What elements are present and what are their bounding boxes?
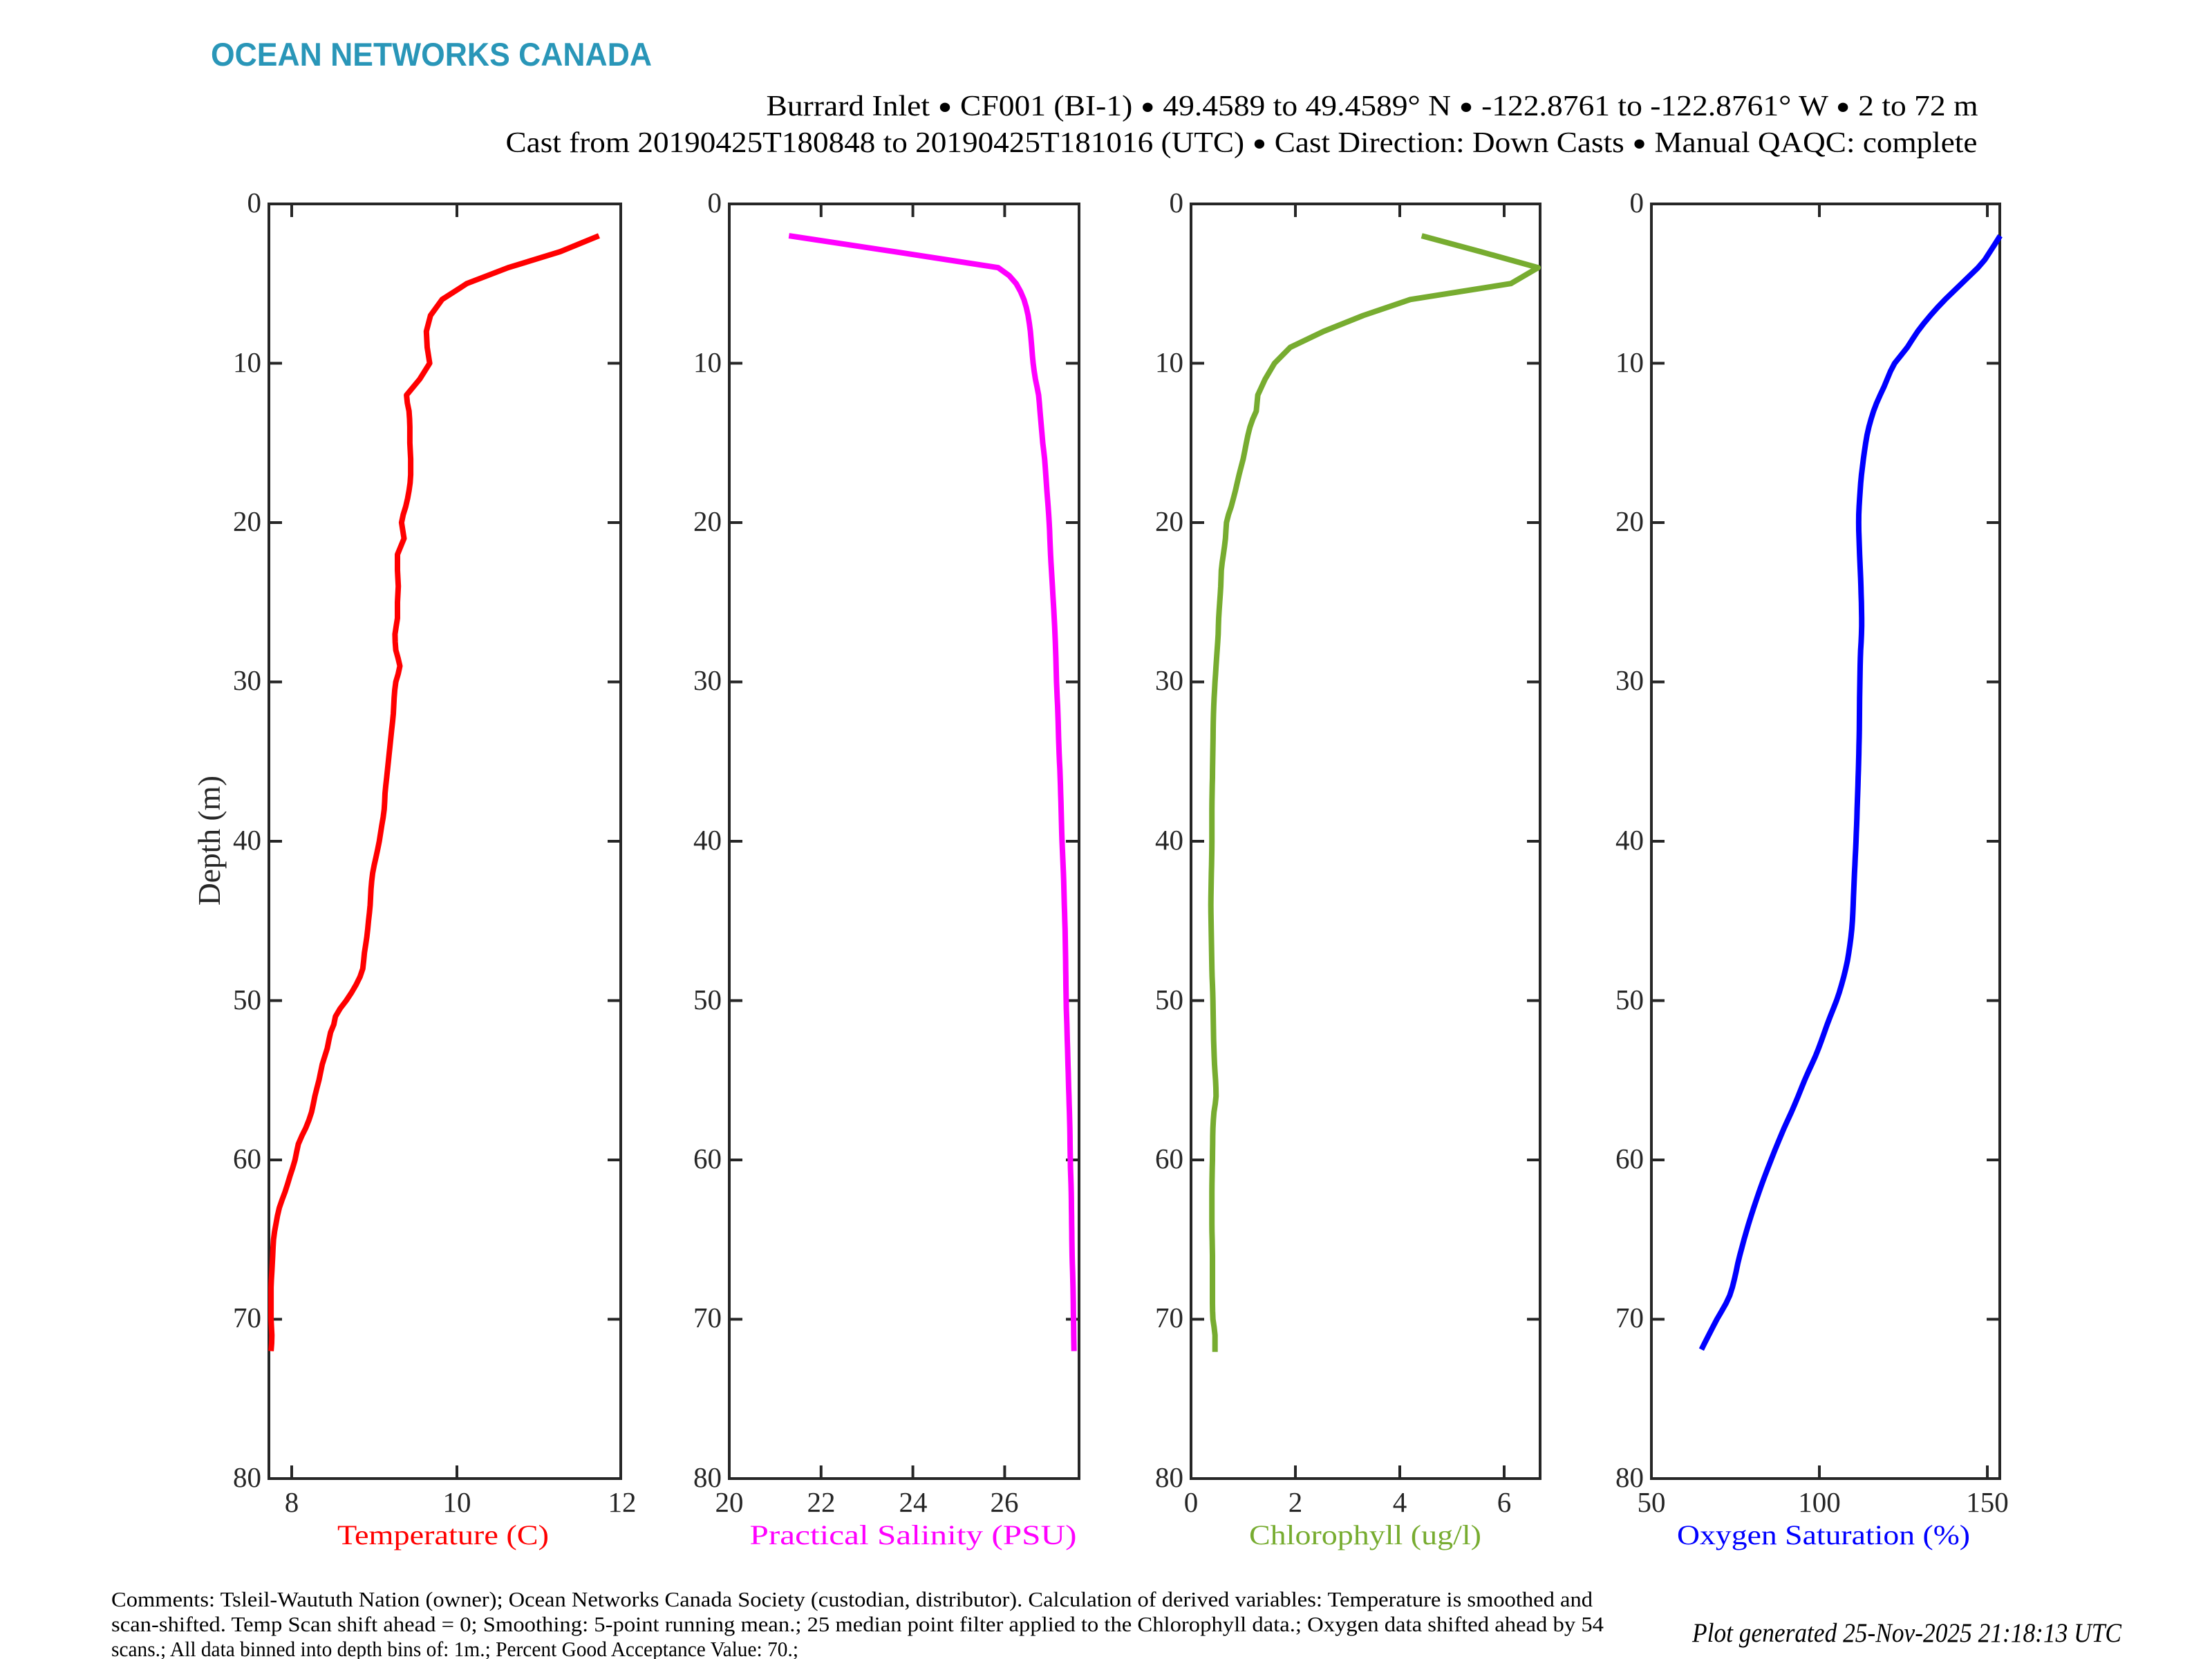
- svg-text:Cast from 20190425T180848 to 2: Cast from 20190425T180848 to 20190425T18…: [506, 123, 1978, 166]
- svg-text:22: 22: [807, 1486, 836, 1518]
- svg-text:60: 60: [1155, 1143, 1183, 1174]
- svg-text:10: 10: [1155, 346, 1183, 378]
- svg-text:30: 30: [1615, 664, 1644, 696]
- svg-text:20: 20: [693, 505, 722, 537]
- svg-text:50: 50: [693, 984, 722, 1015]
- svg-text:50: 50: [233, 984, 261, 1015]
- svg-text:8: 8: [285, 1486, 299, 1518]
- svg-text:80: 80: [1155, 1461, 1183, 1493]
- svg-text:30: 30: [693, 664, 722, 696]
- svg-text:40: 40: [693, 824, 722, 856]
- svg-text:0: 0: [1170, 187, 1184, 218]
- svg-text:0: 0: [1184, 1486, 1199, 1518]
- svg-text:Depth (m): Depth (m): [191, 776, 227, 906]
- svg-text:Plot generated 25-Nov-2025 21:: Plot generated 25-Nov-2025 21:18:13 UTC: [1691, 1618, 2122, 1648]
- svg-text:20: 20: [1615, 505, 1644, 537]
- svg-text:20: 20: [1155, 505, 1183, 537]
- svg-text:0: 0: [247, 187, 262, 218]
- svg-text:10: 10: [693, 346, 722, 378]
- svg-text:Chlorophyll (ug/l): Chlorophyll (ug/l): [1249, 1519, 1481, 1550]
- svg-text:60: 60: [1615, 1143, 1644, 1174]
- svg-text:50: 50: [1638, 1486, 1666, 1518]
- svg-text:Burrard Inlet • CF001 (BI-1) •: Burrard Inlet • CF001 (BI-1) • 49.4589 t…: [767, 86, 1978, 129]
- svg-text:60: 60: [233, 1143, 261, 1174]
- svg-text:Practical Salinity (PSU): Practical Salinity (PSU): [750, 1519, 1077, 1550]
- svg-text:0: 0: [1630, 187, 1644, 218]
- svg-text:80: 80: [233, 1461, 261, 1493]
- svg-text:50: 50: [1155, 984, 1183, 1015]
- svg-text:12: 12: [608, 1486, 637, 1518]
- svg-text:20: 20: [233, 505, 261, 537]
- svg-text:70: 70: [1155, 1302, 1183, 1333]
- svg-text:scan-shifted. Temp Scan shift: scan-shifted. Temp Scan shift ahead = 0;…: [111, 1612, 1604, 1636]
- svg-text:50: 50: [1615, 984, 1644, 1015]
- svg-text:40: 40: [1155, 824, 1183, 856]
- svg-text:2: 2: [1288, 1486, 1303, 1518]
- svg-text:26: 26: [991, 1486, 1019, 1518]
- svg-text:10: 10: [233, 346, 261, 378]
- svg-text:0: 0: [708, 187, 722, 218]
- svg-text:30: 30: [233, 664, 261, 696]
- svg-text:24: 24: [899, 1486, 928, 1518]
- svg-text:Comments: Tsleil-Waututh Natio: Comments: Tsleil-Waututh Nation (owner);…: [111, 1587, 1593, 1611]
- svg-text:60: 60: [693, 1143, 722, 1174]
- svg-text:10: 10: [1615, 346, 1644, 378]
- svg-text:80: 80: [1615, 1461, 1644, 1493]
- svg-text:20: 20: [715, 1486, 744, 1518]
- svg-text:70: 70: [693, 1302, 722, 1333]
- svg-text:70: 70: [1615, 1302, 1644, 1333]
- svg-text:6: 6: [1497, 1486, 1512, 1518]
- svg-text:OCEAN NETWORKS CANADA: OCEAN NETWORKS CANADA: [211, 36, 652, 73]
- svg-text:70: 70: [233, 1302, 261, 1333]
- svg-text:30: 30: [1155, 664, 1183, 696]
- svg-text:40: 40: [233, 824, 261, 856]
- svg-text:scans.; All data binned into d: scans.; All data binned into depth bins …: [111, 1637, 798, 1659]
- svg-text:100: 100: [1798, 1486, 1841, 1518]
- svg-text:10: 10: [443, 1486, 471, 1518]
- svg-text:Oxygen Saturation (%): Oxygen Saturation (%): [1677, 1519, 1970, 1550]
- svg-text:Temperature (C): Temperature (C): [337, 1519, 549, 1550]
- svg-text:40: 40: [1615, 824, 1644, 856]
- svg-text:80: 80: [693, 1461, 722, 1493]
- svg-text:4: 4: [1393, 1486, 1407, 1518]
- svg-text:150: 150: [1966, 1486, 2009, 1518]
